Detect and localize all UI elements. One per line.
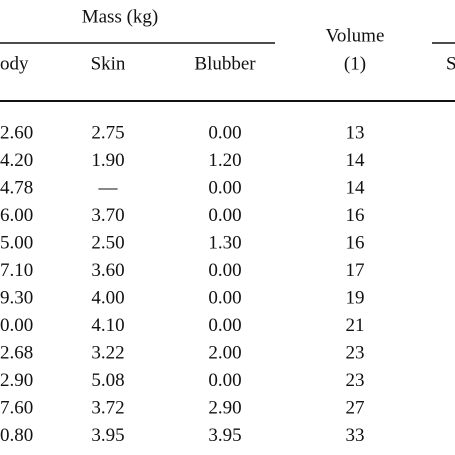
table-cell: 3.95 <box>91 425 124 446</box>
table-cell: 0.00 <box>208 122 241 143</box>
table-cell: 0.00 <box>208 315 241 336</box>
table-body: 2.60 2.75 0.00 13 4.20 1.90 1.20 14 4.78 — 0.00 14 6… <box>0 122 365 446</box>
table-cell: 14 <box>346 177 366 198</box>
table-cell: 2.75 <box>91 122 124 143</box>
table-cell: 16 <box>346 205 365 226</box>
table-cell: 1.20 <box>208 150 241 171</box>
table-cell: 19 <box>346 287 365 308</box>
table-cell: 0.00 <box>208 205 241 226</box>
table-cell: 27 <box>346 397 365 418</box>
column-header: ody <box>0 53 29 74</box>
table-cell: 3.95 <box>208 425 241 446</box>
column-header: (1) <box>344 53 366 74</box>
table-cell: 21 <box>346 315 365 336</box>
table-cell: 3.72 <box>91 397 124 418</box>
table-cell: 6.00 <box>0 205 33 226</box>
table-cell: 2.50 <box>91 232 124 253</box>
table-cell: 1.90 <box>91 150 124 171</box>
column-header: Volume <box>326 25 385 46</box>
table-cell: 4.78 <box>0 177 33 198</box>
table-cell: 17 <box>346 260 365 281</box>
table-cell: 5.08 <box>91 370 124 391</box>
table-cell: 3.70 <box>91 205 124 226</box>
column-header: Skin <box>91 53 126 74</box>
column-header: Blubber <box>194 53 256 74</box>
table-cell: 0.00 <box>208 370 241 391</box>
column-header: S <box>446 53 455 74</box>
table-cell: 4.20 <box>0 150 33 171</box>
table-cell: 2.00 <box>208 342 241 363</box>
table-cell: 2.90 <box>0 370 33 391</box>
table-cell: 16 <box>346 232 365 253</box>
table-cell: 0.00 <box>208 287 241 308</box>
table-cell: 4.10 <box>91 315 124 336</box>
table-cell: — <box>98 177 119 198</box>
table-cell: 2.60 <box>0 122 33 143</box>
table-cell: 23 <box>346 342 365 363</box>
table-cell: 13 <box>346 122 365 143</box>
table-cell: 2.90 <box>208 397 241 418</box>
table-cell: 23 <box>346 370 365 391</box>
table-cell: 14 <box>346 150 366 171</box>
table-cell: 3.22 <box>91 342 124 363</box>
table-cell: 0.00 <box>0 315 33 336</box>
table-cell: 4.00 <box>91 287 124 308</box>
table-cell: 2.68 <box>0 342 33 363</box>
table-cell: 9.30 <box>0 287 33 308</box>
table-cell: 3.60 <box>91 260 124 281</box>
table-cell: 5.00 <box>0 232 33 253</box>
table-cell: 1.30 <box>208 232 241 253</box>
group-header: Mass (kg) <box>82 6 159 27</box>
table-cell: 0.80 <box>0 425 33 446</box>
table-cell: 7.60 <box>0 397 33 418</box>
table-cell: 0.00 <box>208 177 241 198</box>
table-cell: 33 <box>346 425 365 446</box>
table-cell: 0.00 <box>208 260 241 281</box>
table-cell: 7.10 <box>0 260 33 281</box>
